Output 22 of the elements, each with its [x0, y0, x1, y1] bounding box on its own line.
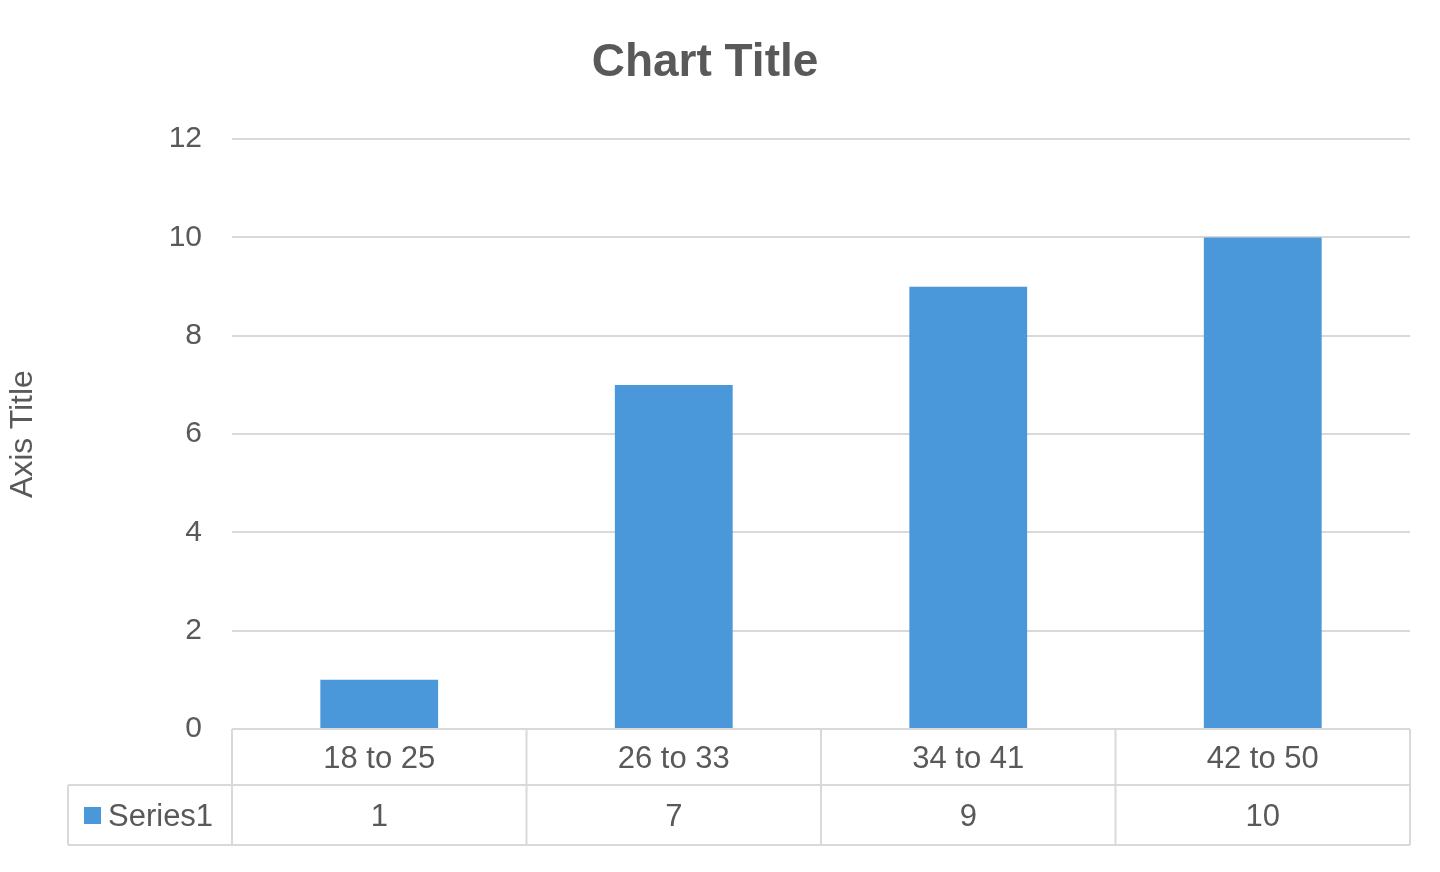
y-tick-label: 10: [168, 218, 202, 252]
x-tick-label: 34 to 41: [912, 739, 1025, 775]
data-label: 9: [959, 797, 977, 833]
bar: [320, 679, 439, 728]
y-tick-label: 0: [185, 710, 202, 744]
legend-label: Series1: [108, 797, 214, 833]
y-tick-label: 8: [185, 317, 202, 351]
x-tick-label: 42 to 50: [1206, 739, 1319, 775]
x-tick-label: 26 to 33: [617, 739, 730, 775]
y-tick-label: 12: [168, 120, 202, 154]
data-label: 7: [665, 797, 683, 833]
bar: [614, 384, 733, 728]
bar: [909, 286, 1028, 728]
y-axis-title: Axis Title: [3, 370, 40, 499]
x-tick-label: 18 to 25: [323, 739, 436, 775]
bar: [1203, 237, 1322, 728]
data-label: 10: [1245, 797, 1280, 833]
data-label: 1: [370, 797, 388, 833]
y-tick-label: 2: [185, 611, 202, 645]
y-tick-label: 4: [185, 513, 202, 547]
y-tick-label: 6: [185, 415, 202, 449]
chart-title: Chart Title: [591, 34, 819, 87]
